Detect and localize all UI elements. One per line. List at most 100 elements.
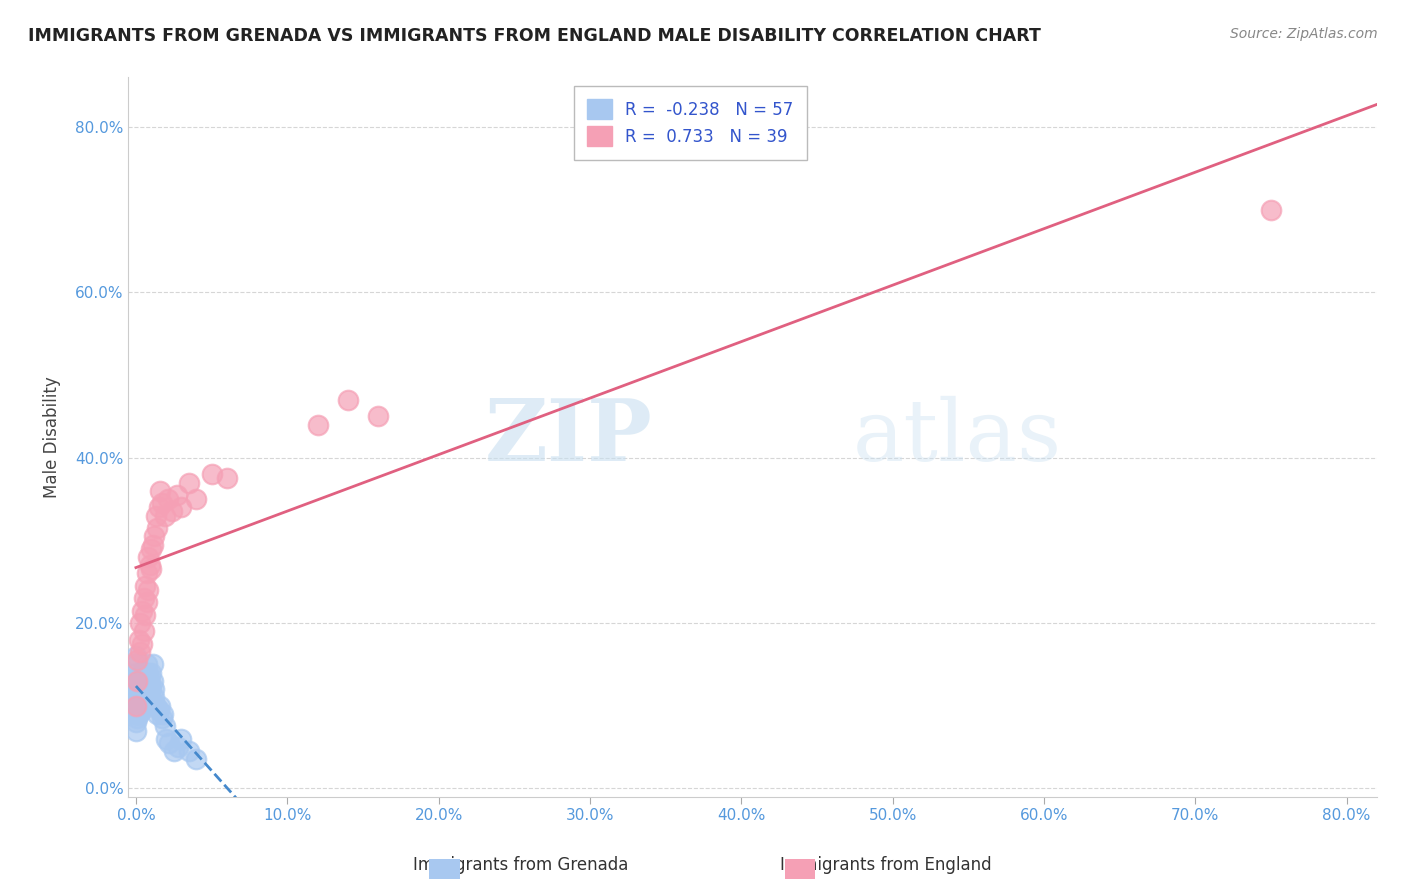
Point bbox=[125, 698, 148, 713]
Point bbox=[127, 686, 149, 700]
Point bbox=[134, 579, 156, 593]
Point bbox=[125, 657, 148, 672]
Point bbox=[149, 483, 172, 498]
Point bbox=[128, 690, 150, 705]
Point bbox=[135, 566, 157, 581]
Point bbox=[136, 682, 159, 697]
Point bbox=[145, 698, 167, 713]
Point bbox=[132, 624, 155, 639]
Point bbox=[125, 682, 148, 697]
Point bbox=[156, 491, 179, 506]
Point bbox=[136, 582, 159, 597]
Point bbox=[152, 706, 174, 721]
Point bbox=[127, 678, 149, 692]
Point bbox=[125, 686, 148, 700]
Point bbox=[127, 711, 149, 725]
Point bbox=[150, 496, 173, 510]
Point bbox=[127, 695, 149, 709]
Point bbox=[136, 549, 159, 564]
Point bbox=[131, 698, 153, 713]
Point bbox=[134, 678, 156, 692]
Point bbox=[129, 678, 152, 692]
Point bbox=[167, 740, 190, 755]
Point bbox=[131, 703, 153, 717]
Point bbox=[132, 678, 155, 692]
Point bbox=[134, 607, 156, 622]
Point bbox=[125, 649, 148, 664]
Point bbox=[148, 703, 170, 717]
Point bbox=[127, 653, 149, 667]
Point bbox=[186, 752, 208, 766]
Point bbox=[177, 744, 200, 758]
Point bbox=[170, 500, 193, 515]
Point bbox=[125, 715, 148, 730]
Text: Source: ZipAtlas.com: Source: ZipAtlas.com bbox=[1230, 27, 1378, 41]
Point bbox=[367, 409, 389, 424]
Point bbox=[139, 562, 162, 576]
Point bbox=[148, 500, 170, 515]
Point bbox=[1260, 202, 1282, 217]
Text: IMMIGRANTS FROM GRENADA VS IMMIGRANTS FROM ENGLAND MALE DISABILITY CORRELATION C: IMMIGRANTS FROM GRENADA VS IMMIGRANTS FR… bbox=[28, 27, 1040, 45]
Point bbox=[132, 591, 155, 606]
Point bbox=[201, 467, 224, 482]
Point bbox=[186, 491, 208, 506]
Point bbox=[138, 690, 160, 705]
Point bbox=[131, 604, 153, 618]
Point bbox=[153, 719, 176, 733]
Point bbox=[307, 417, 329, 432]
Point bbox=[143, 529, 166, 543]
Point bbox=[128, 632, 150, 647]
Point bbox=[139, 665, 162, 680]
Point bbox=[132, 686, 155, 700]
Point bbox=[129, 695, 152, 709]
Point bbox=[142, 673, 165, 688]
Point bbox=[215, 471, 238, 485]
Point bbox=[125, 706, 148, 721]
Point bbox=[163, 744, 186, 758]
Point bbox=[336, 392, 359, 407]
Point bbox=[134, 665, 156, 680]
Legend: R =  -0.238   N = 57, R =  0.733   N = 39: R = -0.238 N = 57, R = 0.733 N = 39 bbox=[574, 86, 807, 160]
Point bbox=[131, 665, 153, 680]
Point bbox=[127, 670, 149, 684]
Text: Immigrants from Grenada: Immigrants from Grenada bbox=[412, 855, 628, 873]
Point bbox=[139, 682, 162, 697]
Point bbox=[170, 731, 193, 746]
Point bbox=[143, 682, 166, 697]
Point bbox=[128, 706, 150, 721]
Point bbox=[135, 657, 157, 672]
Point bbox=[127, 673, 149, 688]
Point bbox=[162, 504, 184, 518]
Point bbox=[155, 731, 177, 746]
Point bbox=[131, 637, 153, 651]
Point bbox=[166, 488, 188, 502]
Point bbox=[150, 711, 173, 725]
Point bbox=[138, 558, 160, 573]
Point bbox=[125, 723, 148, 738]
Point bbox=[153, 508, 176, 523]
Point bbox=[127, 703, 149, 717]
Point bbox=[146, 521, 169, 535]
Y-axis label: Male Disability: Male Disability bbox=[44, 376, 60, 498]
Point bbox=[129, 645, 152, 659]
Point bbox=[142, 537, 165, 551]
Point bbox=[125, 673, 148, 688]
Point bbox=[142, 657, 165, 672]
Point bbox=[129, 686, 152, 700]
Point bbox=[136, 665, 159, 680]
Point bbox=[149, 698, 172, 713]
Point bbox=[145, 508, 167, 523]
Text: atlas: atlas bbox=[852, 395, 1062, 479]
Point bbox=[135, 595, 157, 609]
Point bbox=[146, 706, 169, 721]
Point bbox=[157, 736, 180, 750]
Point bbox=[143, 690, 166, 705]
Point bbox=[128, 682, 150, 697]
Text: ZIP: ZIP bbox=[485, 395, 652, 479]
Point bbox=[138, 673, 160, 688]
Text: Immigrants from England: Immigrants from England bbox=[780, 855, 991, 873]
Point bbox=[135, 678, 157, 692]
Point bbox=[125, 665, 148, 680]
Point bbox=[132, 690, 155, 705]
Point bbox=[128, 698, 150, 713]
